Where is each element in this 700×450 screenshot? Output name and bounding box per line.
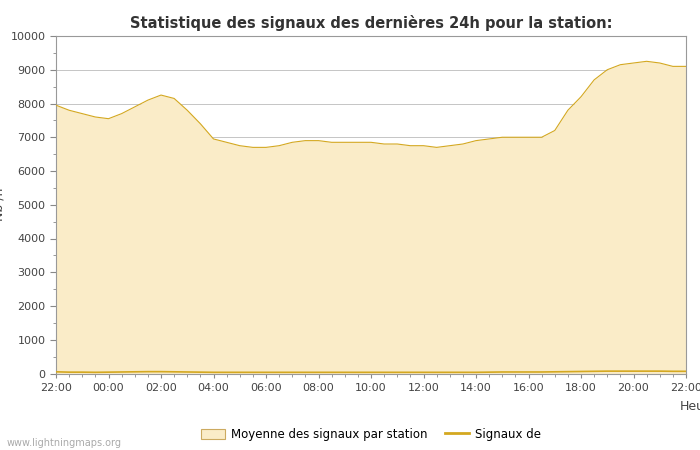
X-axis label: Heure: Heure [680,400,700,414]
Legend: Moyenne des signaux par station, Signaux de: Moyenne des signaux par station, Signaux… [197,423,545,446]
Y-axis label: Nb /h: Nb /h [0,188,5,221]
Text: www.lightningmaps.org: www.lightningmaps.org [7,438,122,448]
Title: Statistique des signaux des dernières 24h pour la station:: Statistique des signaux des dernières 24… [130,15,612,31]
